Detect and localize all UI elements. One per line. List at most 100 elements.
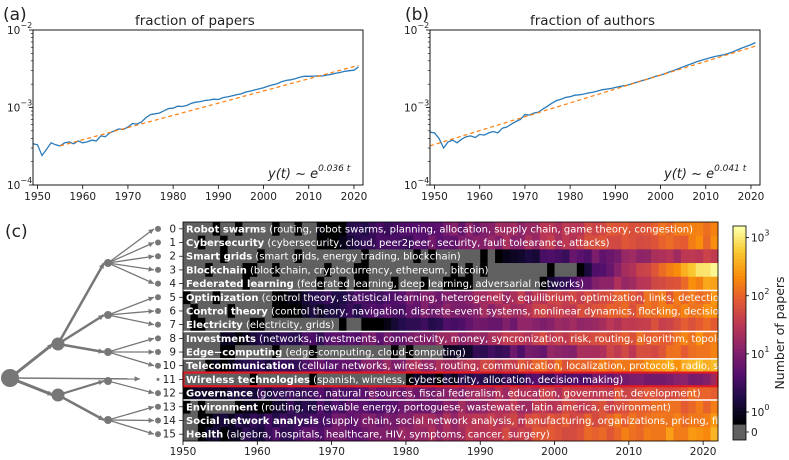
heat-cell (495, 263, 503, 278)
heat-cell (599, 222, 607, 236)
heat-cell (547, 372, 555, 387)
heat-cell (487, 249, 496, 264)
heat-cell (539, 331, 548, 346)
heat-cell (316, 235, 325, 250)
heat-cell (383, 372, 392, 387)
heat-cell (376, 358, 385, 373)
heat-cell (272, 345, 280, 360)
heat-cell (376, 331, 385, 346)
heat-cell (391, 331, 399, 346)
heat-cell (643, 399, 652, 414)
heat-cell (309, 235, 318, 250)
heat-cell (331, 399, 340, 414)
heat-cell (502, 304, 511, 319)
tree-node (155, 253, 161, 260)
heat-cell (212, 345, 221, 360)
heat-cell (517, 290, 526, 305)
heat-cell (309, 358, 318, 373)
heat-cell (554, 386, 563, 401)
heat-cell (368, 263, 377, 278)
heat-cell (457, 331, 466, 346)
heat-cell (316, 276, 325, 291)
heat-cell (561, 235, 570, 250)
colorbar-step (733, 404, 746, 409)
heat-cell (235, 249, 243, 264)
row-topic-label: Blockchain (blockchain, cryptocurrency, … (186, 265, 489, 276)
heat-cell (495, 304, 503, 319)
row-id-label: 7 (169, 319, 176, 331)
heat-cell (554, 331, 563, 346)
heat-cell (420, 399, 429, 414)
heat-cell (547, 222, 555, 236)
heat-cell (212, 263, 221, 278)
heat-cell (309, 304, 318, 319)
heat-cell (621, 331, 630, 346)
heat-cell (703, 263, 711, 278)
heat-cell (279, 399, 288, 414)
heat-cell (710, 331, 719, 346)
heat-cell (413, 317, 422, 332)
heat-cell (197, 358, 206, 373)
heat-cell (643, 317, 652, 332)
heat-cell (405, 304, 414, 319)
heat-cell (353, 345, 362, 360)
heat-cell (643, 372, 652, 387)
colorbar-step (733, 245, 746, 250)
heat-cell (502, 249, 511, 264)
y-tick-label: 10−3 (404, 99, 429, 115)
heat-cell (405, 249, 414, 264)
heat-cell (495, 222, 503, 236)
row-topic-label: Social network analysis (supply chain, s… (186, 416, 741, 427)
heat-cell (339, 249, 347, 264)
heat-cell (398, 235, 407, 250)
tree-node (155, 321, 161, 328)
heat-cell (472, 386, 481, 401)
heat-cell (628, 222, 637, 236)
heat-cell (331, 427, 340, 442)
heat-cell (227, 235, 236, 250)
heat-cell (368, 290, 377, 305)
heat-cell (495, 276, 503, 291)
heat-cell (703, 276, 711, 291)
heat-cell (651, 276, 659, 291)
heat-cell (450, 304, 459, 319)
row-topic-label: Wireless technologies (spanish, wireless… (186, 375, 623, 386)
heat-cell (613, 345, 622, 360)
heat-cell (190, 222, 199, 236)
heat-cell (576, 358, 585, 373)
data-series-line (32, 66, 359, 157)
heat-cell (279, 276, 288, 291)
heat-cell (294, 399, 303, 414)
heat-cell (457, 304, 466, 319)
heat-cell (220, 345, 228, 360)
heat-cell (420, 372, 429, 387)
heat-cell (680, 331, 689, 346)
heat-cell (576, 413, 585, 428)
heat-cell (235, 358, 243, 373)
heat-cell (673, 276, 682, 291)
heat-cell (643, 331, 652, 346)
heat-cell (561, 372, 570, 387)
heat-cell (331, 317, 340, 332)
heat-cell (272, 290, 280, 305)
heat-cell (688, 222, 697, 236)
tree-node (104, 348, 112, 356)
heat-cell (324, 290, 333, 305)
heat-cell (599, 345, 607, 360)
heat-cell (339, 222, 347, 236)
heat-cell (346, 358, 355, 373)
heat-cell (443, 235, 451, 250)
heat-cell (361, 427, 370, 442)
row-topic-label: Optimization (control theory, statistica… (186, 293, 789, 304)
heat-cell (636, 290, 645, 305)
heat-cell (294, 290, 303, 305)
heat-cell (264, 222, 273, 236)
heat-cell (658, 386, 667, 401)
heat-cell (643, 249, 652, 264)
heat-cell (235, 304, 243, 319)
heat-cell (249, 304, 258, 319)
tree-node (155, 280, 161, 287)
heat-cell (502, 235, 511, 250)
heat-cell (346, 290, 355, 305)
heat-cell (197, 372, 206, 387)
